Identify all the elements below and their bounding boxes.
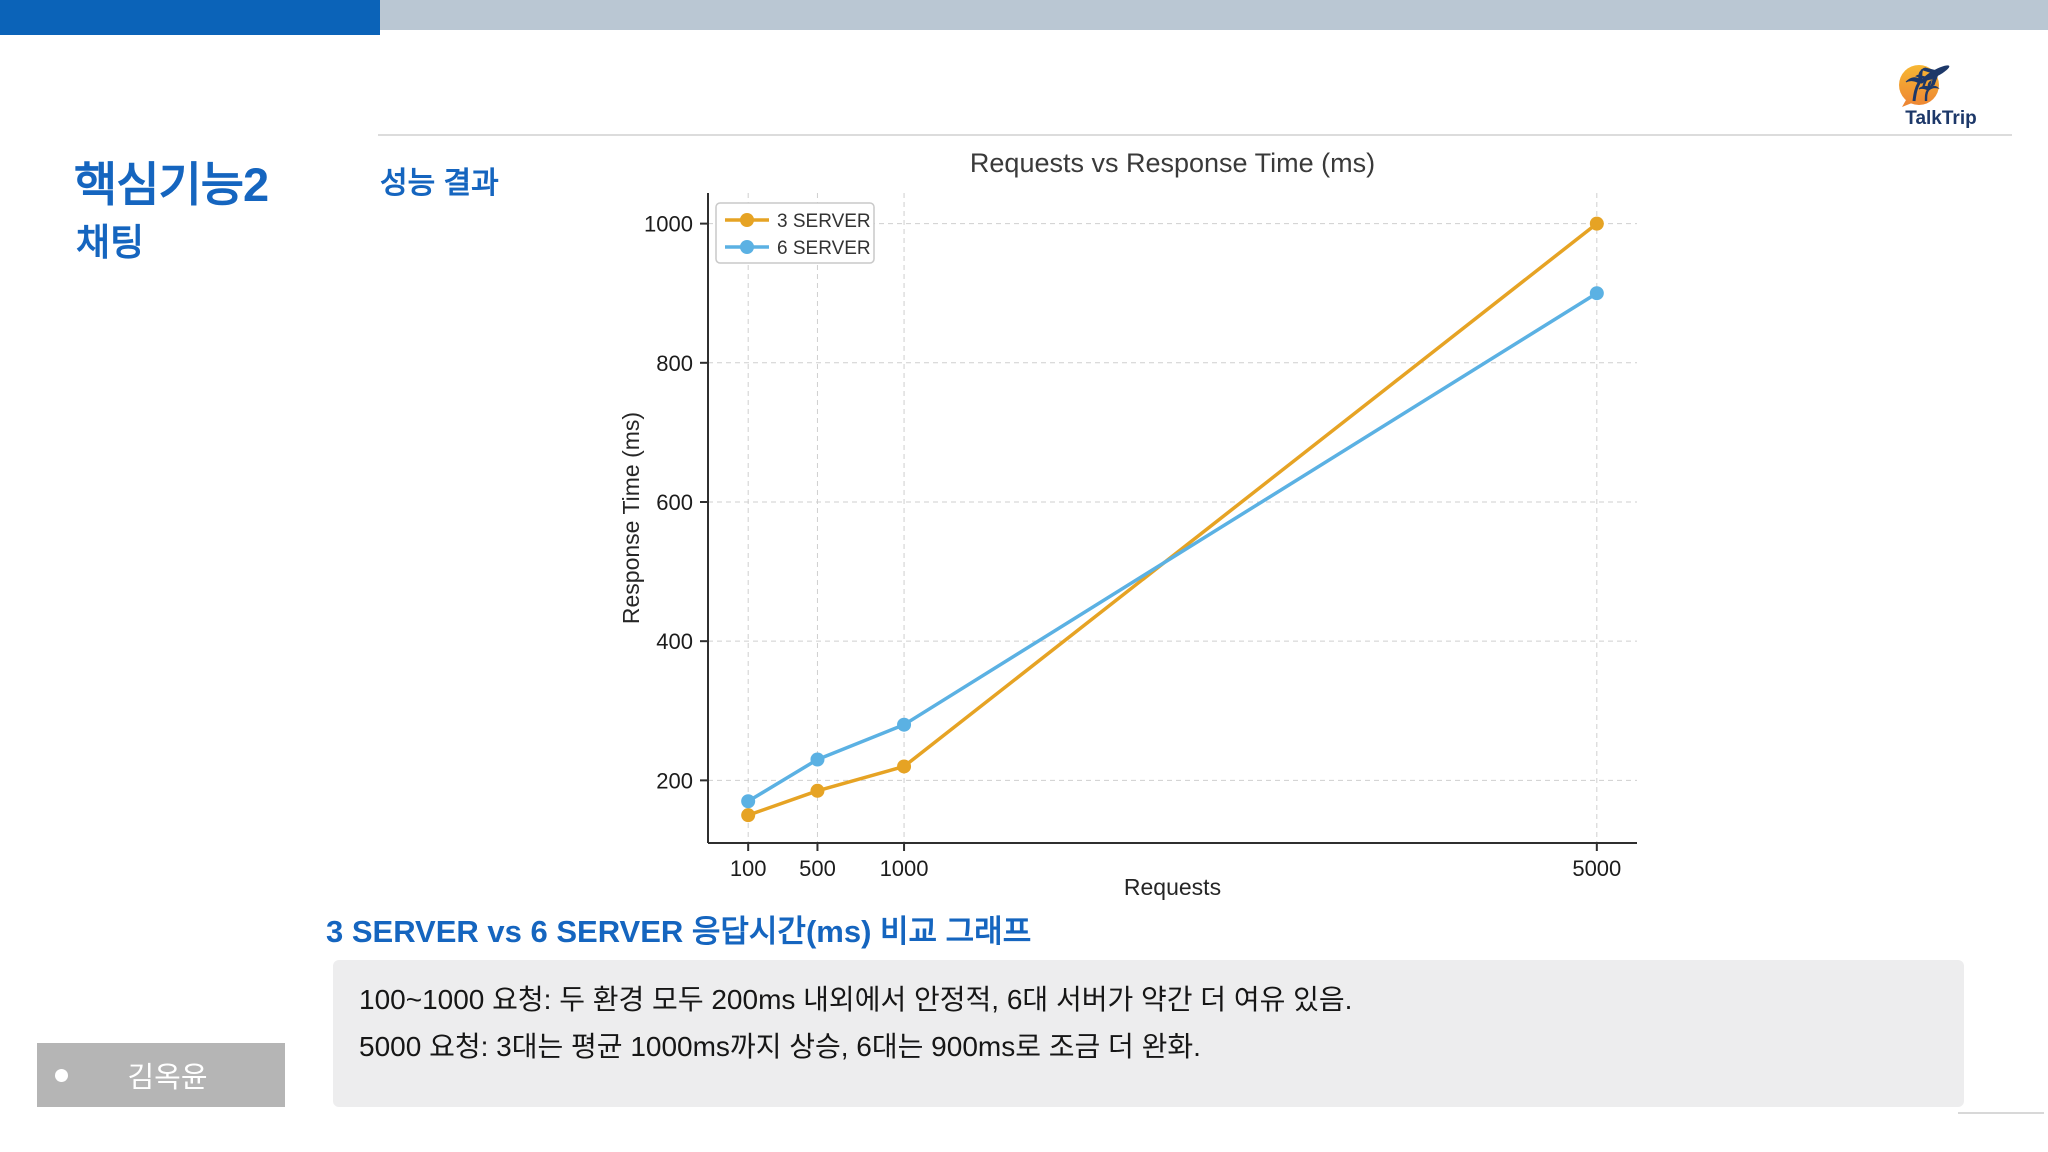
legend-label: 3 SERVER	[777, 211, 871, 232]
chart-x-axis-label: Requests	[1123, 874, 1222, 900]
y-tick-label: 1000	[644, 212, 693, 237]
legend-label: 6 SERVER	[777, 238, 871, 259]
x-tick-label: 1000	[880, 856, 929, 881]
author-badge: 김옥윤	[37, 1043, 285, 1107]
data-point	[741, 794, 756, 809]
data-point	[1589, 216, 1604, 231]
data-point	[897, 717, 912, 732]
top-bar-accent	[0, 0, 380, 35]
y-tick-label: 600	[656, 490, 693, 515]
chart-title: Requests vs Response Time (ms)	[969, 148, 1376, 178]
slide-subtitle: 채팅	[76, 222, 145, 263]
chart-caption: 3 SERVER vs 6 SERVER 응답시간(ms) 비교 그래프	[326, 914, 1032, 949]
x-tick-label: 100	[730, 856, 767, 881]
notes-box: 100~1000 요청: 두 환경 모두 200ms 내외에서 안정적, 6대 …	[333, 960, 1964, 1107]
x-tick-label: 500	[799, 856, 836, 881]
slide-title: 핵심기능2	[74, 158, 269, 211]
logo-text: TalkTrip	[1905, 108, 1976, 129]
data-point	[1589, 286, 1604, 301]
logo-airplane-icon	[1915, 65, 1950, 89]
section-label: 성능 결과	[380, 167, 499, 200]
talktrip-logo: TalkTrip	[1878, 44, 2004, 132]
logo-bubble-tail	[1902, 100, 1912, 107]
talktrip-logo-icon: TalkTrip	[1899, 65, 1977, 129]
data-point	[810, 783, 825, 798]
line-chart: 100 500 1000 5000 200 400 600 800 1000 3 SERVER 6 …	[644, 193, 1637, 881]
bullet-icon	[55, 1068, 68, 1082]
data-point	[810, 752, 825, 767]
data-point	[741, 808, 756, 823]
y-tick-label: 200	[656, 768, 693, 793]
y-tick-label: 800	[656, 351, 693, 376]
note-line: 5000 요청: 3대는 평균 1000ms까지 상승, 6대는 900ms로 …	[359, 1031, 1201, 1062]
series-line	[747, 291, 1598, 803]
data-point	[897, 759, 912, 774]
legend-marker	[740, 213, 754, 227]
legend-marker	[740, 240, 754, 254]
series-line	[747, 222, 1598, 817]
x-tick-label: 5000	[1572, 856, 1621, 881]
header-divider-line	[378, 134, 2012, 136]
top-bar-secondary	[380, 0, 2048, 30]
y-tick-label: 400	[656, 629, 693, 654]
author-name: 김옥윤	[127, 1062, 208, 1094]
note-line: 100~1000 요청: 두 환경 모두 200ms 내외에서 안정적, 6대 …	[359, 984, 1353, 1015]
bottom-right-divider-line	[1958, 1112, 2044, 1114]
